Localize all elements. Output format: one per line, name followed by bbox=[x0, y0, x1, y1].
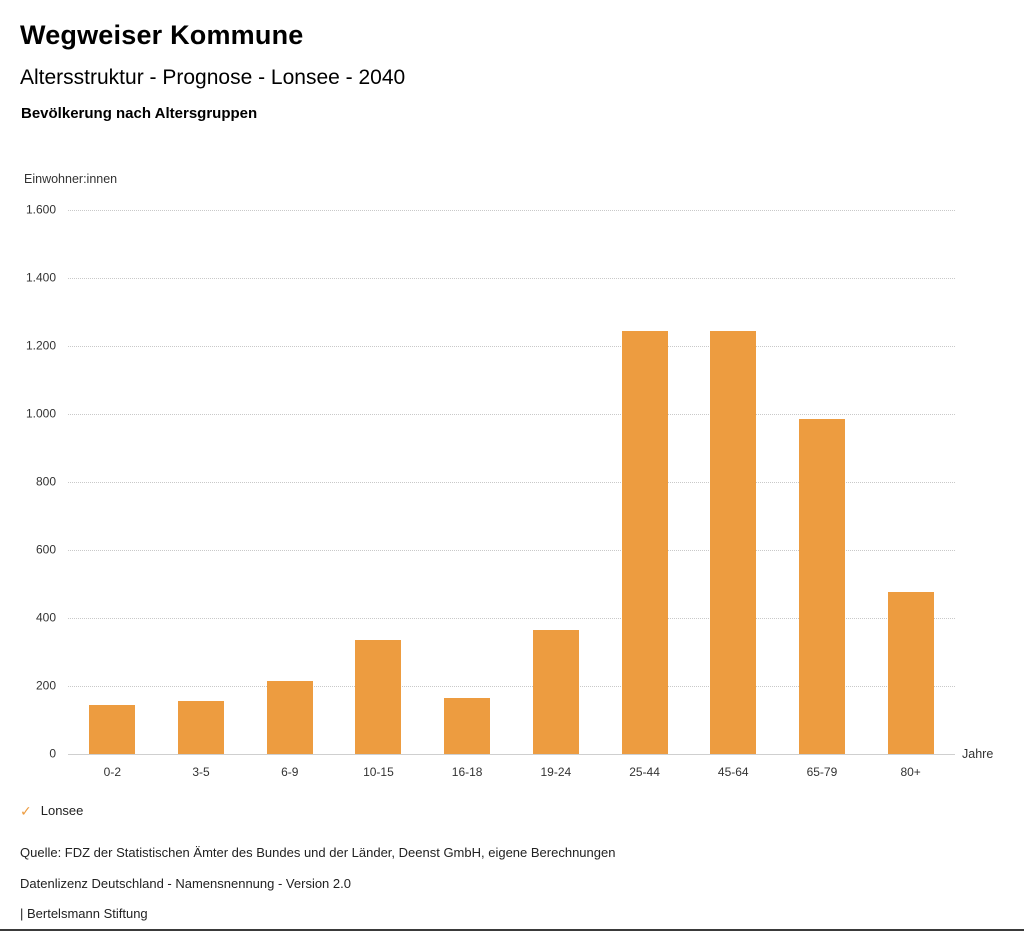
x-tick-label: 19-24 bbox=[540, 765, 572, 779]
license-text: Datenlizenz Deutschland - Namensnennung … bbox=[20, 876, 351, 891]
gridline bbox=[68, 346, 955, 347]
gridline bbox=[68, 550, 955, 551]
chart-title: Bevölkerung nach Altersgruppen bbox=[21, 105, 258, 122]
legend-item-lonsee[interactable]: ✓ Lonsee bbox=[20, 803, 83, 818]
y-tick-label: 200 bbox=[35, 678, 56, 693]
y-tick-label: 1.400 bbox=[25, 270, 56, 285]
gridline bbox=[68, 482, 955, 483]
x-tick-label: 0-2 bbox=[103, 765, 122, 779]
x-tick-label: 16-18 bbox=[451, 765, 483, 779]
y-tick-label: 1.200 bbox=[25, 338, 56, 353]
legend-label: Lonsee bbox=[40, 803, 84, 818]
gridline bbox=[68, 754, 955, 755]
bar-19-24[interactable] bbox=[532, 630, 579, 754]
bar-16-18[interactable] bbox=[444, 698, 491, 754]
gridline bbox=[68, 618, 955, 619]
x-tick-label: 6-9 bbox=[281, 765, 299, 779]
bar-10-15[interactable] bbox=[355, 640, 402, 754]
source-text: Quelle: FDZ der Statistischen Ämter des … bbox=[20, 845, 616, 860]
bottom-divider bbox=[0, 929, 1024, 931]
legend-check-icon: ✓ bbox=[20, 802, 32, 819]
bar-65-79[interactable] bbox=[798, 419, 845, 754]
attribution-text: | Bertelsmann Stiftung bbox=[20, 906, 148, 921]
y-axis-title: Einwohner:innen bbox=[24, 172, 118, 186]
x-tick-label: 3-5 bbox=[192, 765, 210, 779]
x-tick-label: 80+ bbox=[900, 765, 921, 779]
gridline bbox=[68, 686, 955, 687]
x-tick-label: 25-44 bbox=[629, 765, 660, 779]
gridline bbox=[68, 278, 955, 279]
y-tick-label: 1.600 bbox=[25, 202, 56, 217]
bar-25-44[interactable] bbox=[621, 331, 668, 754]
bar-3-5[interactable] bbox=[178, 701, 225, 754]
bar-6-9[interactable] bbox=[266, 681, 313, 754]
x-axis-unit-label: Jahre bbox=[962, 747, 994, 761]
plot-area: 0 200 400 600 800 1.000 1.200 1.400 1.600 0-2 3-5 6… bbox=[26, 203, 955, 779]
bar-80+[interactable] bbox=[887, 592, 934, 754]
x-tick-label: 45-64 bbox=[717, 765, 749, 779]
x-tick-label: 10-15 bbox=[363, 765, 394, 779]
bar-0-2[interactable] bbox=[89, 705, 136, 754]
gridline bbox=[68, 414, 955, 415]
y-tick-label: 600 bbox=[35, 542, 56, 557]
y-tick-label: 0 bbox=[49, 746, 56, 761]
y-tick-label: 400 bbox=[35, 610, 56, 625]
y-tick-label: 1.000 bbox=[25, 406, 56, 421]
page-subtitle: Altersstruktur - Prognose - Lonsee - 204… bbox=[20, 66, 406, 89]
app-title: Wegweiser Kommune bbox=[20, 20, 304, 50]
x-tick-label: 65-79 bbox=[806, 765, 838, 779]
y-tick-label: 800 bbox=[35, 474, 56, 489]
gridline bbox=[68, 210, 955, 211]
bar-45-64[interactable] bbox=[710, 331, 757, 754]
